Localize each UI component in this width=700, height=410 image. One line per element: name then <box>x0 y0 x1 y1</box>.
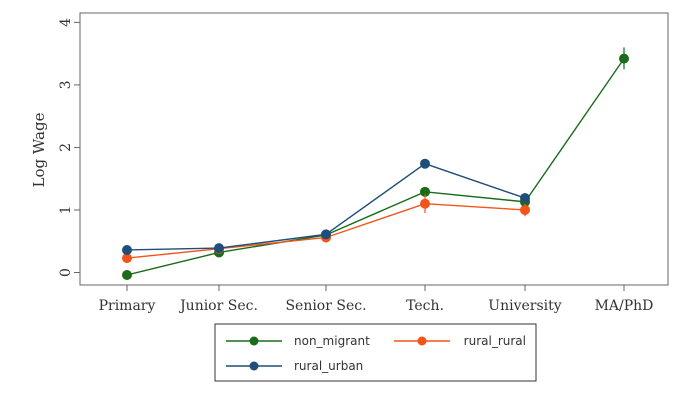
legend-marker <box>249 336 259 346</box>
y-axis-title: Log Wage <box>30 112 48 187</box>
data-point <box>619 53 629 64</box>
data-point <box>420 198 430 209</box>
series-rural_urban <box>122 158 530 255</box>
x-tick-label: Tech. <box>406 298 444 314</box>
y-tick-label: 0 <box>58 268 74 277</box>
x-tick-label: Primary <box>99 298 156 314</box>
x-tick-label: Senior Sec. <box>285 298 366 314</box>
y-tick-label: 3 <box>58 80 74 89</box>
legend-item-rural_urban: rural_urban <box>226 359 363 373</box>
legend-item-non_migrant: non_migrant <box>226 334 370 348</box>
data-point <box>214 243 224 254</box>
y-tick-label: 4 <box>58 18 74 27</box>
series-line <box>126 58 625 276</box>
series-layer <box>122 47 629 280</box>
y-axis: 0 1 2 3 4 <box>58 18 80 277</box>
x-axis: Primary Junior Sec. Senior Sec. Tech. Univer… <box>99 285 654 314</box>
y-tick-label: 2 <box>58 143 74 152</box>
data-point <box>520 204 530 215</box>
legend-label: non_migrant <box>294 334 370 348</box>
legend-marker <box>249 361 259 371</box>
y-tick-label: 1 <box>58 206 74 215</box>
legend-item-rural_rural: rural_rural <box>394 334 526 348</box>
data-point <box>321 229 331 240</box>
legend-marker <box>417 336 427 346</box>
data-point <box>520 193 530 204</box>
legend-label: rural_urban <box>294 359 363 373</box>
x-tick-label: Junior Sec. <box>178 298 258 314</box>
legend-label: rural_rural <box>464 334 526 348</box>
x-tick-label: MA/PhD <box>595 298 654 314</box>
legend-box <box>214 323 537 382</box>
x-tick-label: University <box>488 298 561 314</box>
legend: non_migrant rural_rural rural_urban <box>214 323 537 382</box>
data-point <box>122 269 132 280</box>
plot-frame <box>79 12 669 286</box>
data-point <box>122 244 132 255</box>
data-point <box>420 158 430 169</box>
